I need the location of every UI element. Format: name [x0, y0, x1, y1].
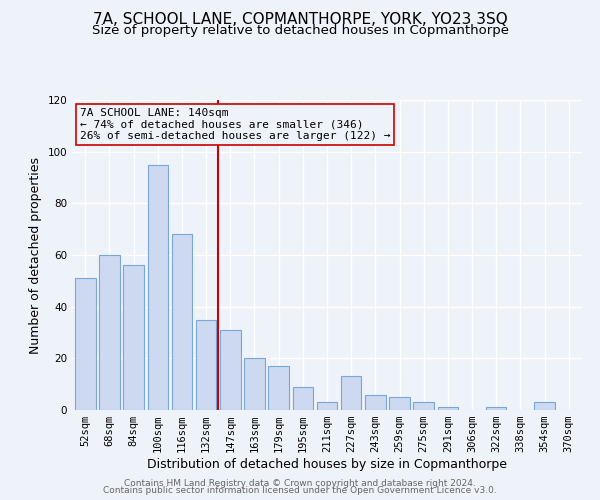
Bar — [124, 266, 144, 410]
Bar — [437, 408, 458, 410]
Bar — [317, 402, 337, 410]
Text: Contains HM Land Registry data © Crown copyright and database right 2024.: Contains HM Land Registry data © Crown c… — [124, 478, 476, 488]
Bar — [413, 402, 434, 410]
Bar — [341, 376, 361, 410]
Bar — [99, 255, 120, 410]
Bar — [268, 366, 289, 410]
Bar — [75, 278, 95, 410]
Text: Size of property relative to detached houses in Copmanthorpe: Size of property relative to detached ho… — [91, 24, 509, 37]
Text: 7A SCHOOL LANE: 140sqm
← 74% of detached houses are smaller (346)
26% of semi-de: 7A SCHOOL LANE: 140sqm ← 74% of detached… — [80, 108, 390, 141]
Bar — [220, 330, 241, 410]
Bar — [293, 387, 313, 410]
Bar — [196, 320, 217, 410]
Bar — [172, 234, 192, 410]
Y-axis label: Number of detached properties: Number of detached properties — [29, 156, 42, 354]
Bar — [389, 397, 410, 410]
Bar — [244, 358, 265, 410]
X-axis label: Distribution of detached houses by size in Copmanthorpe: Distribution of detached houses by size … — [147, 458, 507, 471]
Text: Contains public sector information licensed under the Open Government Licence v3: Contains public sector information licen… — [103, 486, 497, 495]
Bar — [365, 394, 386, 410]
Bar — [486, 408, 506, 410]
Text: 7A, SCHOOL LANE, COPMANTHORPE, YORK, YO23 3SQ: 7A, SCHOOL LANE, COPMANTHORPE, YORK, YO2… — [92, 12, 508, 28]
Bar — [534, 402, 555, 410]
Bar — [148, 164, 168, 410]
